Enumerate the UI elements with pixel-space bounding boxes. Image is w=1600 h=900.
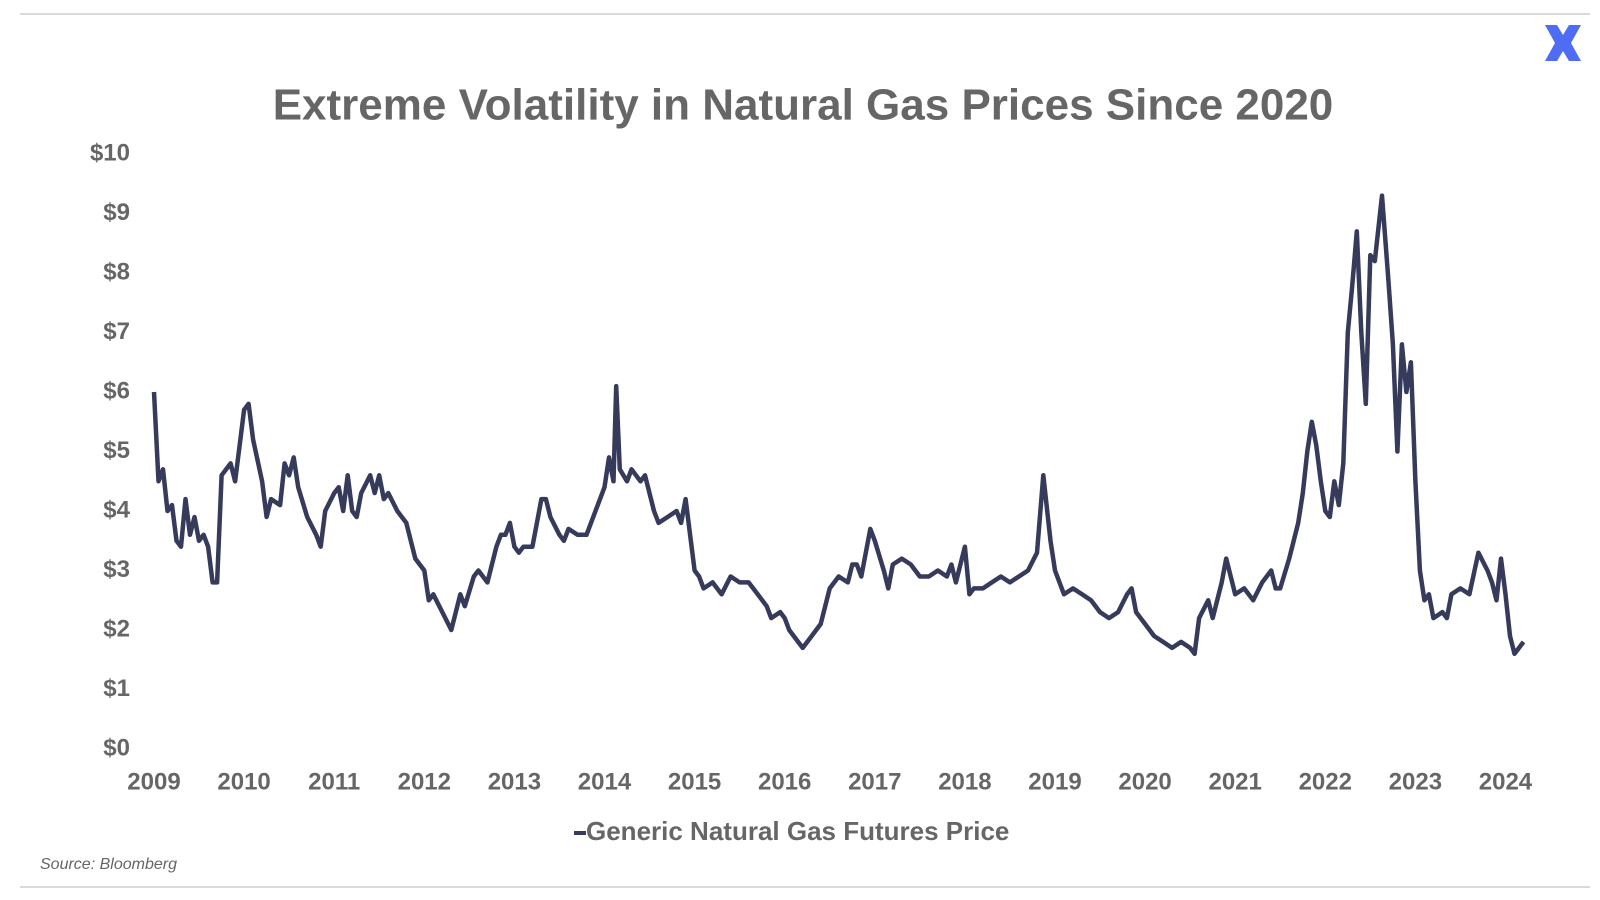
y-tick-label: $7: [103, 318, 130, 345]
x-tick-label: 2023: [1389, 768, 1442, 795]
y-tick-label: $5: [103, 437, 130, 464]
x-tick-label: 2012: [398, 768, 451, 795]
source-note: Source: Bloomberg: [40, 856, 177, 873]
x-tick-label: 2010: [217, 768, 270, 795]
y-tick-label: $4: [103, 496, 130, 523]
x-tick-label: 2021: [1208, 768, 1261, 795]
x-tick-label: 2011: [308, 768, 360, 795]
y-tick-label: $10: [90, 139, 130, 166]
y-tick-label: $2: [103, 615, 130, 642]
y-tick-label: $9: [103, 199, 130, 226]
y-tick-label: $0: [103, 734, 130, 761]
x-tick-label: 2015: [668, 768, 721, 795]
x-tick-label: 2014: [578, 768, 632, 795]
chart-title: Extreme Volatility in Natural Gas Prices…: [273, 81, 1334, 130]
y-tick-label: $6: [103, 377, 130, 404]
x-tick-label: 2009: [127, 768, 180, 795]
x-tick-label: 2022: [1299, 768, 1352, 795]
y-tick-label: $3: [103, 556, 130, 583]
series-line: [151, 193, 1526, 657]
x-tick-label: 2013: [488, 768, 541, 795]
y-tick-label: $8: [103, 258, 130, 285]
logo: [1545, 25, 1581, 61]
legend-label: Generic Natural Gas Futures Price: [586, 816, 1009, 846]
x-tick-label: 2024: [1479, 768, 1533, 795]
x-tick-label: 2017: [848, 768, 901, 795]
x-tick-label: 2019: [1028, 768, 1081, 795]
x-tick-label: 2016: [758, 768, 811, 795]
x-tick-label: 2020: [1118, 768, 1171, 795]
x-tick-label: 2018: [938, 768, 991, 795]
y-tick-label: $1: [103, 675, 130, 702]
